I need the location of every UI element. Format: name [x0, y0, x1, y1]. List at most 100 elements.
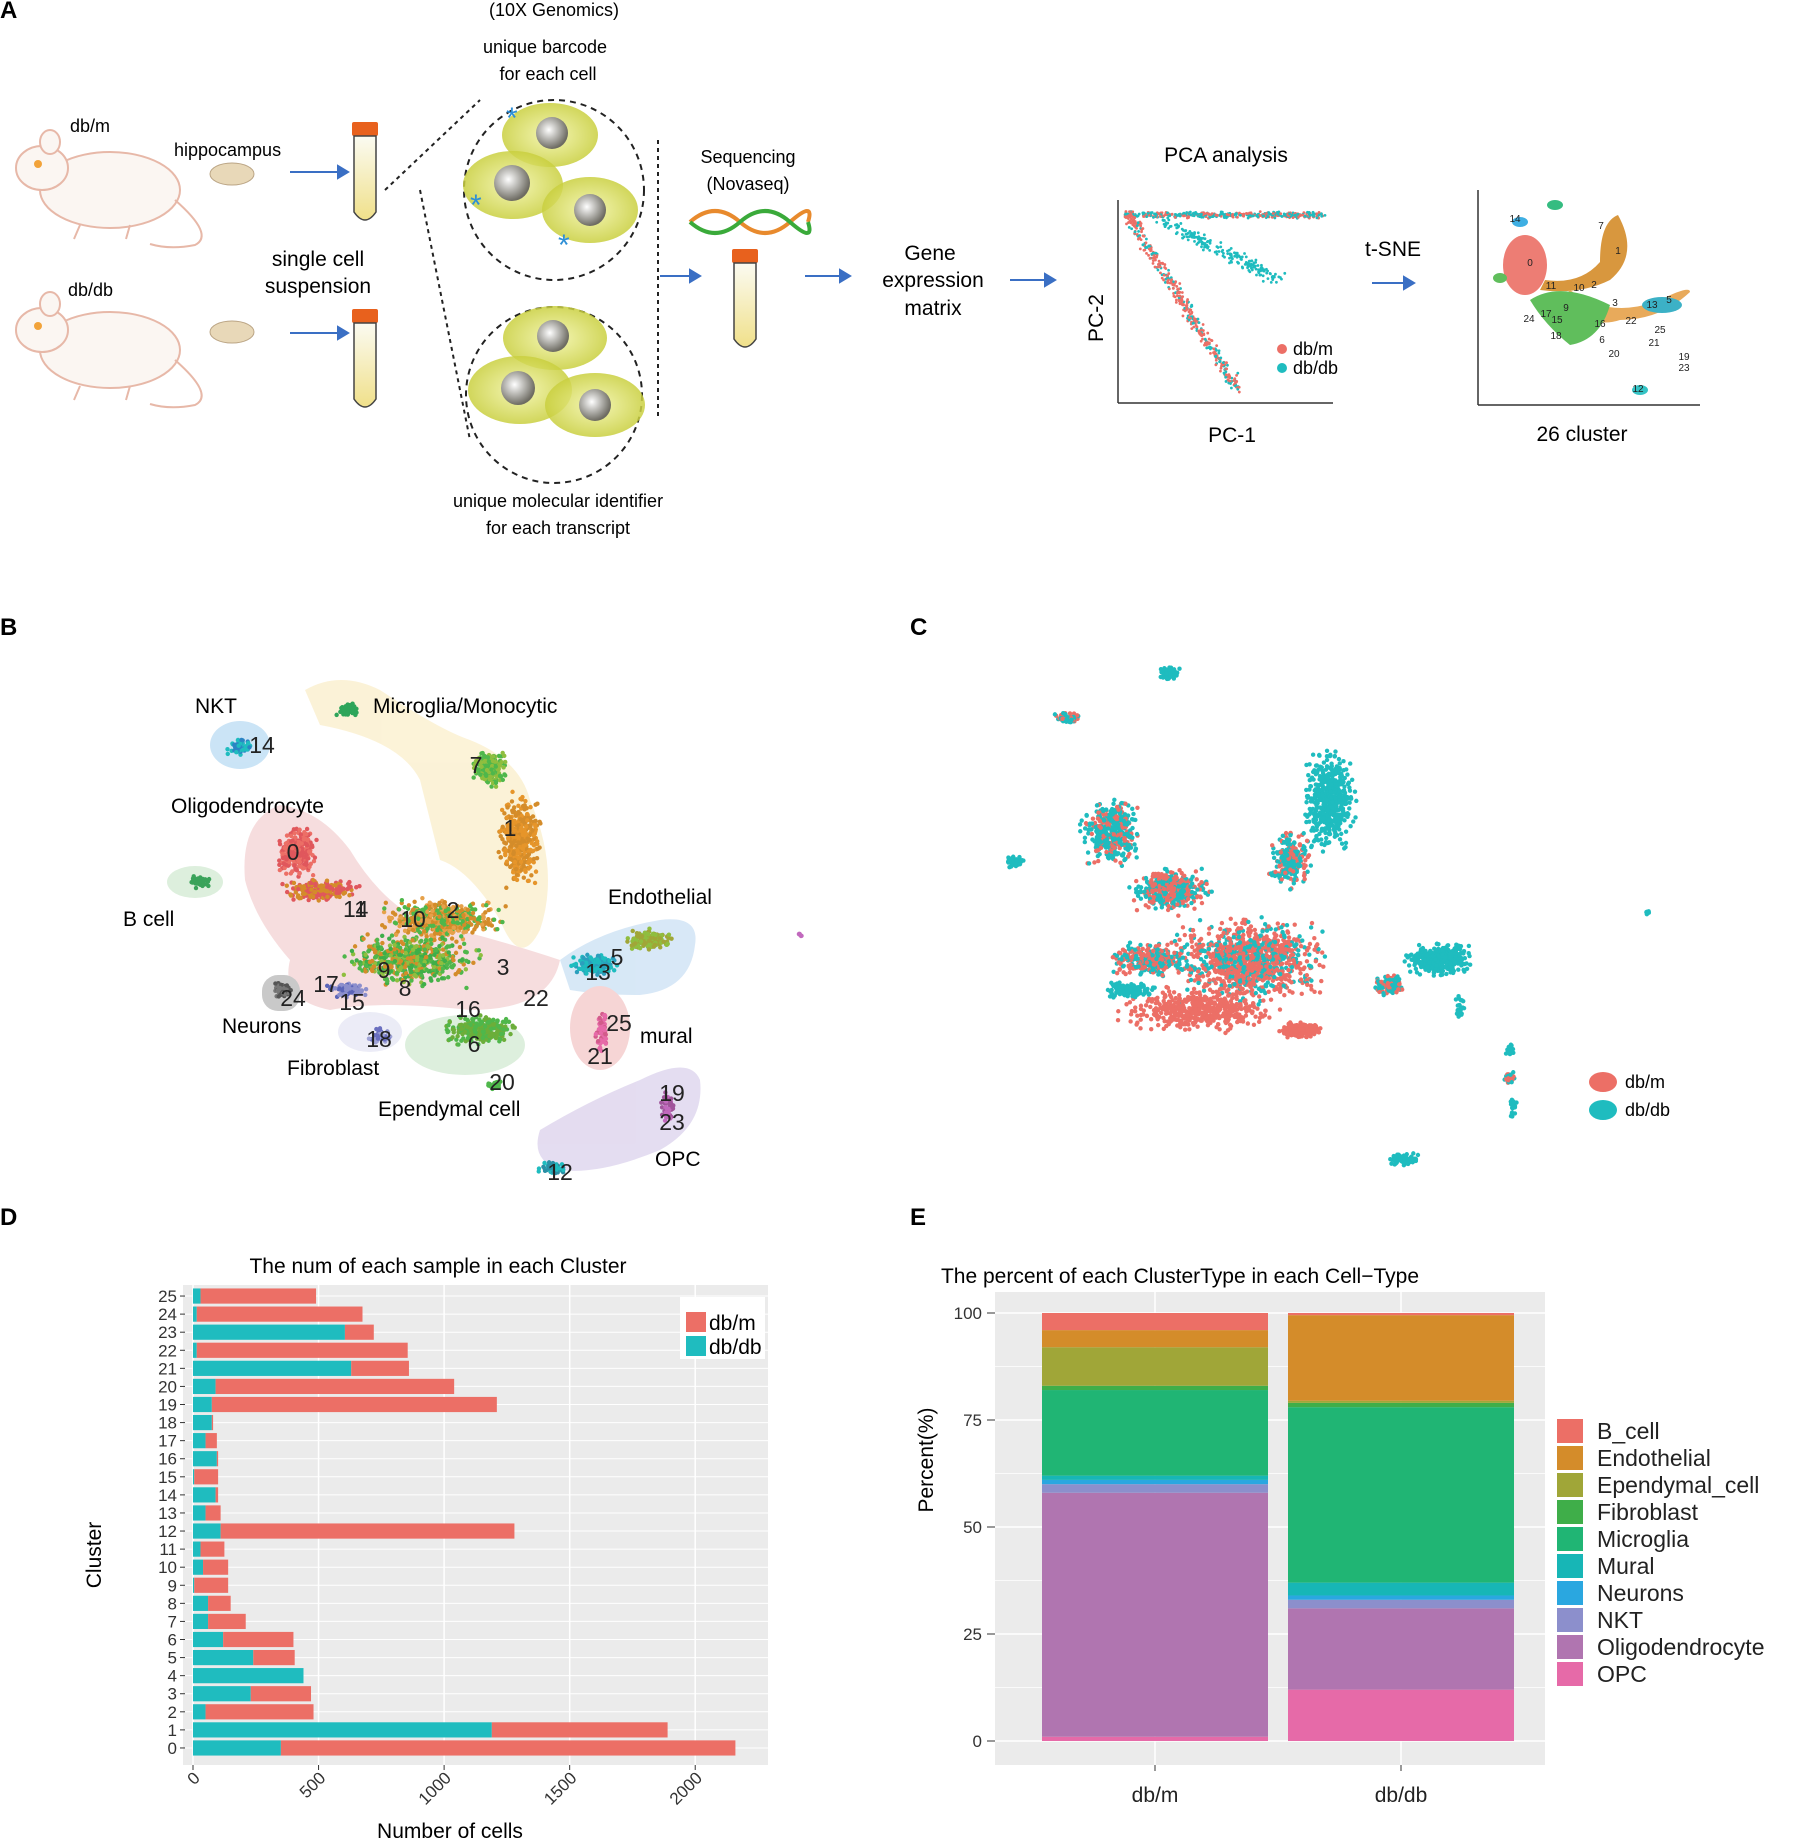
scatter-point [798, 933, 804, 939]
scatter-point [424, 934, 429, 939]
scatter-point [419, 969, 424, 974]
scatter-point [533, 802, 538, 807]
scatter-point [1258, 210, 1262, 214]
scatter-point [1209, 239, 1212, 242]
scatter-point [435, 927, 440, 933]
scatter-point [298, 832, 304, 837]
scatter-point [1274, 272, 1277, 276]
scatter-point [459, 958, 465, 963]
scatter-point [421, 982, 427, 987]
scatter-point [284, 871, 289, 876]
scatter-point [1151, 251, 1155, 255]
scatter-point [1268, 212, 1271, 216]
scatter-point [1162, 222, 1166, 226]
scatter-point [388, 946, 393, 952]
scatter-point [1134, 831, 1140, 837]
label-barcode-2: for each cell [499, 64, 596, 84]
scatter-point [1171, 286, 1175, 290]
scatter-point [1230, 376, 1234, 380]
scatter-point [635, 934, 640, 939]
scatter-point [382, 950, 387, 956]
scatter-point [495, 926, 500, 932]
mini-cluster-label: 16 [1594, 319, 1606, 330]
scatter-point [382, 906, 387, 911]
scatter-point [1233, 384, 1237, 388]
scatter-point [598, 1030, 604, 1036]
scatter-point [1266, 269, 1269, 273]
scatter-point [525, 836, 530, 841]
scatter-point [495, 1028, 500, 1034]
scatter-point [426, 919, 432, 925]
scatter-point [1229, 246, 1233, 250]
scatter-point [1082, 826, 1088, 831]
scatter-point [1182, 235, 1186, 239]
scatter-point [1131, 223, 1135, 227]
scatter-point [1279, 212, 1283, 216]
scatter-point [473, 924, 479, 930]
scatter-point [1210, 212, 1214, 216]
scatter-point [380, 933, 385, 939]
scatter-point [497, 1039, 502, 1044]
scatter-point [1060, 716, 1065, 722]
scatter-point [1229, 252, 1233, 256]
scatter-point [1227, 248, 1231, 252]
scatter-point [399, 897, 405, 903]
scatter-point [529, 873, 534, 878]
scatter-point [1196, 231, 1200, 235]
mini-cluster-label: 20 [1608, 349, 1620, 360]
scatter-point [312, 889, 318, 895]
scatter-point [1241, 266, 1245, 270]
scatter-point [197, 879, 203, 884]
scatter-point [433, 947, 439, 953]
scatter-point [657, 936, 663, 941]
scatter-point [505, 805, 510, 810]
scatter-point [1127, 225, 1131, 229]
scatter-point [1258, 273, 1262, 277]
scatter-point [1244, 255, 1248, 259]
scatter-point [337, 884, 342, 889]
scatter-point [1214, 363, 1218, 367]
scatter-point [1079, 818, 1084, 823]
cluster-label: 0 [287, 839, 300, 865]
scatter-point [1215, 252, 1219, 256]
scatter-point [277, 862, 282, 868]
scatter-point [1149, 249, 1152, 253]
scatter-point [1127, 214, 1131, 217]
scatter-point [1266, 277, 1270, 281]
scatter-point [290, 854, 295, 859]
scatter-point [483, 910, 488, 915]
scatter-point [1187, 310, 1191, 314]
scatter-point [1288, 212, 1291, 216]
scatter-point [1182, 211, 1186, 215]
celltype-neurons: Neurons [222, 1015, 301, 1038]
scatter-point [304, 826, 310, 832]
scatter-point [1233, 377, 1237, 381]
scatter-point [658, 945, 663, 950]
scatter-point [508, 856, 514, 862]
mini-cluster-label: 15 [1551, 315, 1563, 326]
scatter-point [1180, 291, 1184, 294]
scatter-point [498, 855, 504, 860]
scatter-point [305, 856, 310, 861]
label-10x-genomics: (10X Genomics) [489, 0, 619, 20]
scatter-point [1255, 273, 1258, 277]
scatter-point [465, 924, 471, 929]
tsne-c-scatter [1005, 665, 1652, 1168]
scatter-point [1125, 222, 1128, 226]
scatter-point [1077, 822, 1083, 827]
scatter-point [1242, 214, 1246, 218]
scatter-point [201, 881, 206, 886]
scatter-point [1271, 212, 1275, 215]
mini-cluster-label: 23 [1678, 363, 1690, 374]
scatter-point [1178, 214, 1182, 218]
scatter-point [464, 958, 469, 964]
scatter-point [451, 958, 456, 963]
scatter-point [431, 964, 437, 970]
scatter-point [1228, 379, 1232, 383]
scatter-point [508, 864, 513, 870]
scatter-point [1184, 229, 1188, 232]
scatter-point [652, 942, 658, 948]
cells-illustration [463, 103, 645, 437]
scatter-point [502, 753, 507, 759]
